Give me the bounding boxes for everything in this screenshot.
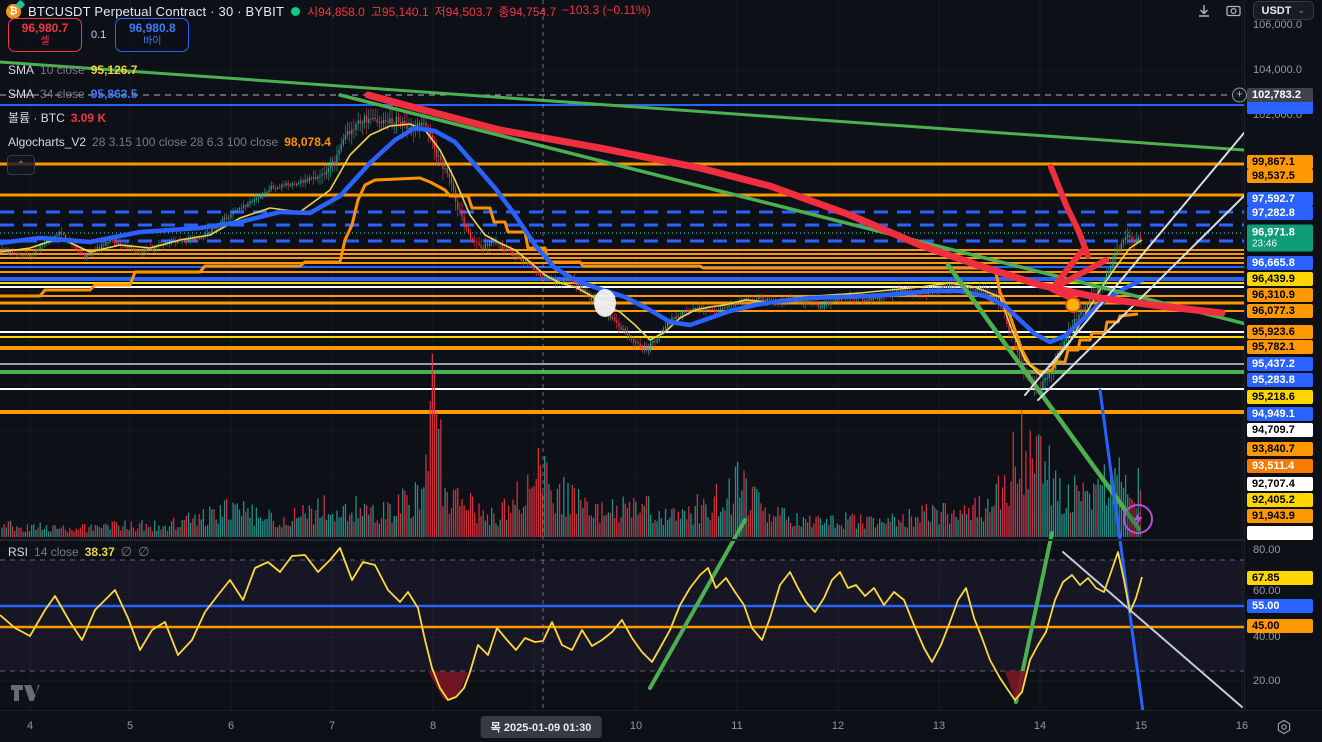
current-price-label: 96,971.8 23:46 (1247, 224, 1313, 252)
market-status-icon (291, 7, 301, 16)
time-axis-label: 15 (1134, 720, 1148, 732)
price-level-label: 45.00 (1247, 619, 1313, 633)
time-axis-label: 4 (26, 720, 34, 732)
close-label: 종 (498, 5, 510, 19)
price-level-label: 97,282.8 (1247, 206, 1313, 220)
time-axis-label: 6 (227, 720, 235, 732)
price-level-label: 94,709.7 (1247, 423, 1313, 437)
currency-dropdown[interactable]: USDT ⌄ (1252, 1, 1314, 20)
price-level-label: 91,943.9 (1247, 509, 1313, 523)
price-level-label: 93,840.7 (1247, 442, 1313, 456)
buy-label: 바이 (143, 36, 162, 48)
chevron-down-icon: ⌄ (1297, 5, 1305, 15)
time-axis-label: 7 (328, 720, 336, 732)
price-level-label: 92,707.4 (1247, 477, 1313, 491)
axis-scale-text: 40.00 (1253, 631, 1281, 643)
time-axis-label: 11 (731, 720, 743, 732)
sell-price: 96,980.7 (21, 21, 69, 36)
legend-collapse-button[interactable]: ⌃ (7, 155, 35, 175)
currency-value: USDT (1261, 4, 1292, 17)
quick-trade-lightning-icon[interactable] (1123, 504, 1153, 534)
axis-scale-text: 20.00 (1253, 675, 1281, 687)
time-axis[interactable]: 목 2025-01-09 01:30 4 5 6 7 8 10 11 12 13 14 15 16 (0, 710, 1322, 742)
camera-snapshot-icon[interactable] (1223, 2, 1245, 20)
download-icon[interactable] (1193, 2, 1215, 20)
price-level-label: 95,782.1 (1247, 340, 1313, 354)
btc-coin-icon: ₿ (6, 0, 26, 19)
chevron-up-icon: ⌃ (16, 159, 26, 171)
price-level-label: 95,437.2 (1247, 357, 1313, 371)
axis-scale-text: 104,000.0 (1253, 64, 1302, 76)
price-level-label: 96,077.3 (1247, 304, 1313, 318)
sell-button[interactable]: 96,980.7 셀 (8, 18, 82, 52)
price-level-label (1247, 100, 1313, 114)
low-value: 94,503.7 (445, 5, 493, 19)
open-value: 94,858.0 (318, 5, 365, 19)
rsi-value: 38.37 (84, 545, 115, 559)
low-label: 저 (434, 5, 446, 19)
symbol-header: ₿ BTCUSDT Perpetual Contract · 30 · BYBI… (6, 0, 651, 20)
price-axis[interactable]: + 106,000.0 104,000.0 102,000.0 80.00 60.00 4… (1232, 0, 1322, 710)
price-level-label: 95,218.6 (1247, 390, 1313, 404)
rsi-params: 14 close (34, 545, 79, 559)
sell-label: 셀 (40, 36, 50, 48)
price-level-label: 94,949.1 (1247, 407, 1313, 421)
change-value: −103.3 (−0.11%) (562, 3, 651, 17)
price-level-label: 96,665.8 (1247, 256, 1313, 270)
price-level-label: 102,783.2 (1247, 88, 1313, 102)
price-level-label: 67.85 (1247, 571, 1313, 585)
chart-toolbar: USDT ⌄ (1193, 1, 1314, 20)
time-axis-label: 5 (126, 720, 134, 732)
indicator-row[interactable]: 볼륨 · BTC 3.09 K (8, 110, 107, 126)
time-axis-label: 10 (629, 720, 643, 732)
order-quantity[interactable]: 0.1 (91, 29, 107, 41)
price-level-label: 99,867.1 (1247, 155, 1313, 169)
buy-button[interactable]: 96,980.8 바이 (115, 18, 190, 52)
rsi-empty-icon: ∅ (120, 544, 133, 559)
time-axis-label: 14 (1033, 720, 1047, 732)
rsi-legend: RSI 14 close 38.37 ∅ ∅ (8, 544, 149, 560)
price-level-label: 96,439.9 (1247, 272, 1313, 286)
add-alert-plus-icon[interactable]: + (1232, 87, 1247, 103)
settings-gear-icon[interactable] (1276, 719, 1292, 740)
price-level-label: 97,592.7 (1247, 192, 1313, 206)
indicator-row[interactable]: Algocharts_V2 28 3.15 100 close 28 6.3 10… (8, 134, 331, 149)
trade-buttons: 96,980.7 셀 0.1 96,980.8 바이 (8, 18, 190, 52)
price-level-label: 95,283.8 (1247, 373, 1313, 387)
ohlc-readout: 시94,858.0 고95,140.1 저94,503.7 종94,754.7 … (307, 3, 651, 20)
chart-canvas[interactable] (0, 0, 1244, 742)
tradingview-logo[interactable] (10, 684, 40, 707)
high-value: 95,140.1 (381, 5, 429, 19)
buy-price: 96,980.8 (128, 21, 176, 36)
price-level-label: 92,405.2 (1247, 493, 1313, 507)
high-label: 고 (370, 5, 382, 19)
time-axis-label: 12 (831, 720, 845, 732)
axis-scale-text: 80.00 (1253, 544, 1281, 556)
price-level-label (1247, 526, 1313, 540)
axis-scale-text: 60.00 (1253, 585, 1281, 597)
rsi-title: RSI (8, 545, 29, 559)
rsi-empty-icon: ∅ (138, 544, 150, 559)
goto-date-button[interactable]: 목 2025-01-09 01:30 (480, 716, 602, 738)
price-level-label: 93,511.4 (1247, 459, 1313, 473)
price-level-label: 96,310.9 (1247, 288, 1313, 302)
indicator-row[interactable]: SMA 34 close 95,863.5 (8, 86, 138, 101)
price-level-label: 55.00 (1247, 599, 1313, 613)
time-axis-label: 8 (429, 720, 437, 732)
open-label: 시 (307, 5, 319, 19)
indicator-legend: SMA 10 close 95,126.7 SMA 34 close 95,863.5 볼륨… (8, 61, 331, 157)
close-value: 94,754.7 (509, 5, 557, 19)
axis-scale-text: 106,000.0 (1253, 19, 1302, 31)
indicator-row[interactable]: SMA 10 close 95,126.7 (8, 62, 138, 77)
time-axis-label: 16 (1235, 720, 1249, 732)
price-level-label: 95,923.6 (1247, 325, 1313, 339)
time-axis-label: 13 (932, 720, 946, 732)
price-level-label: 98,537.5 (1247, 169, 1313, 183)
symbol-title[interactable]: BTCUSDT Perpetual Contract · 30 · BYBIT (28, 4, 285, 19)
